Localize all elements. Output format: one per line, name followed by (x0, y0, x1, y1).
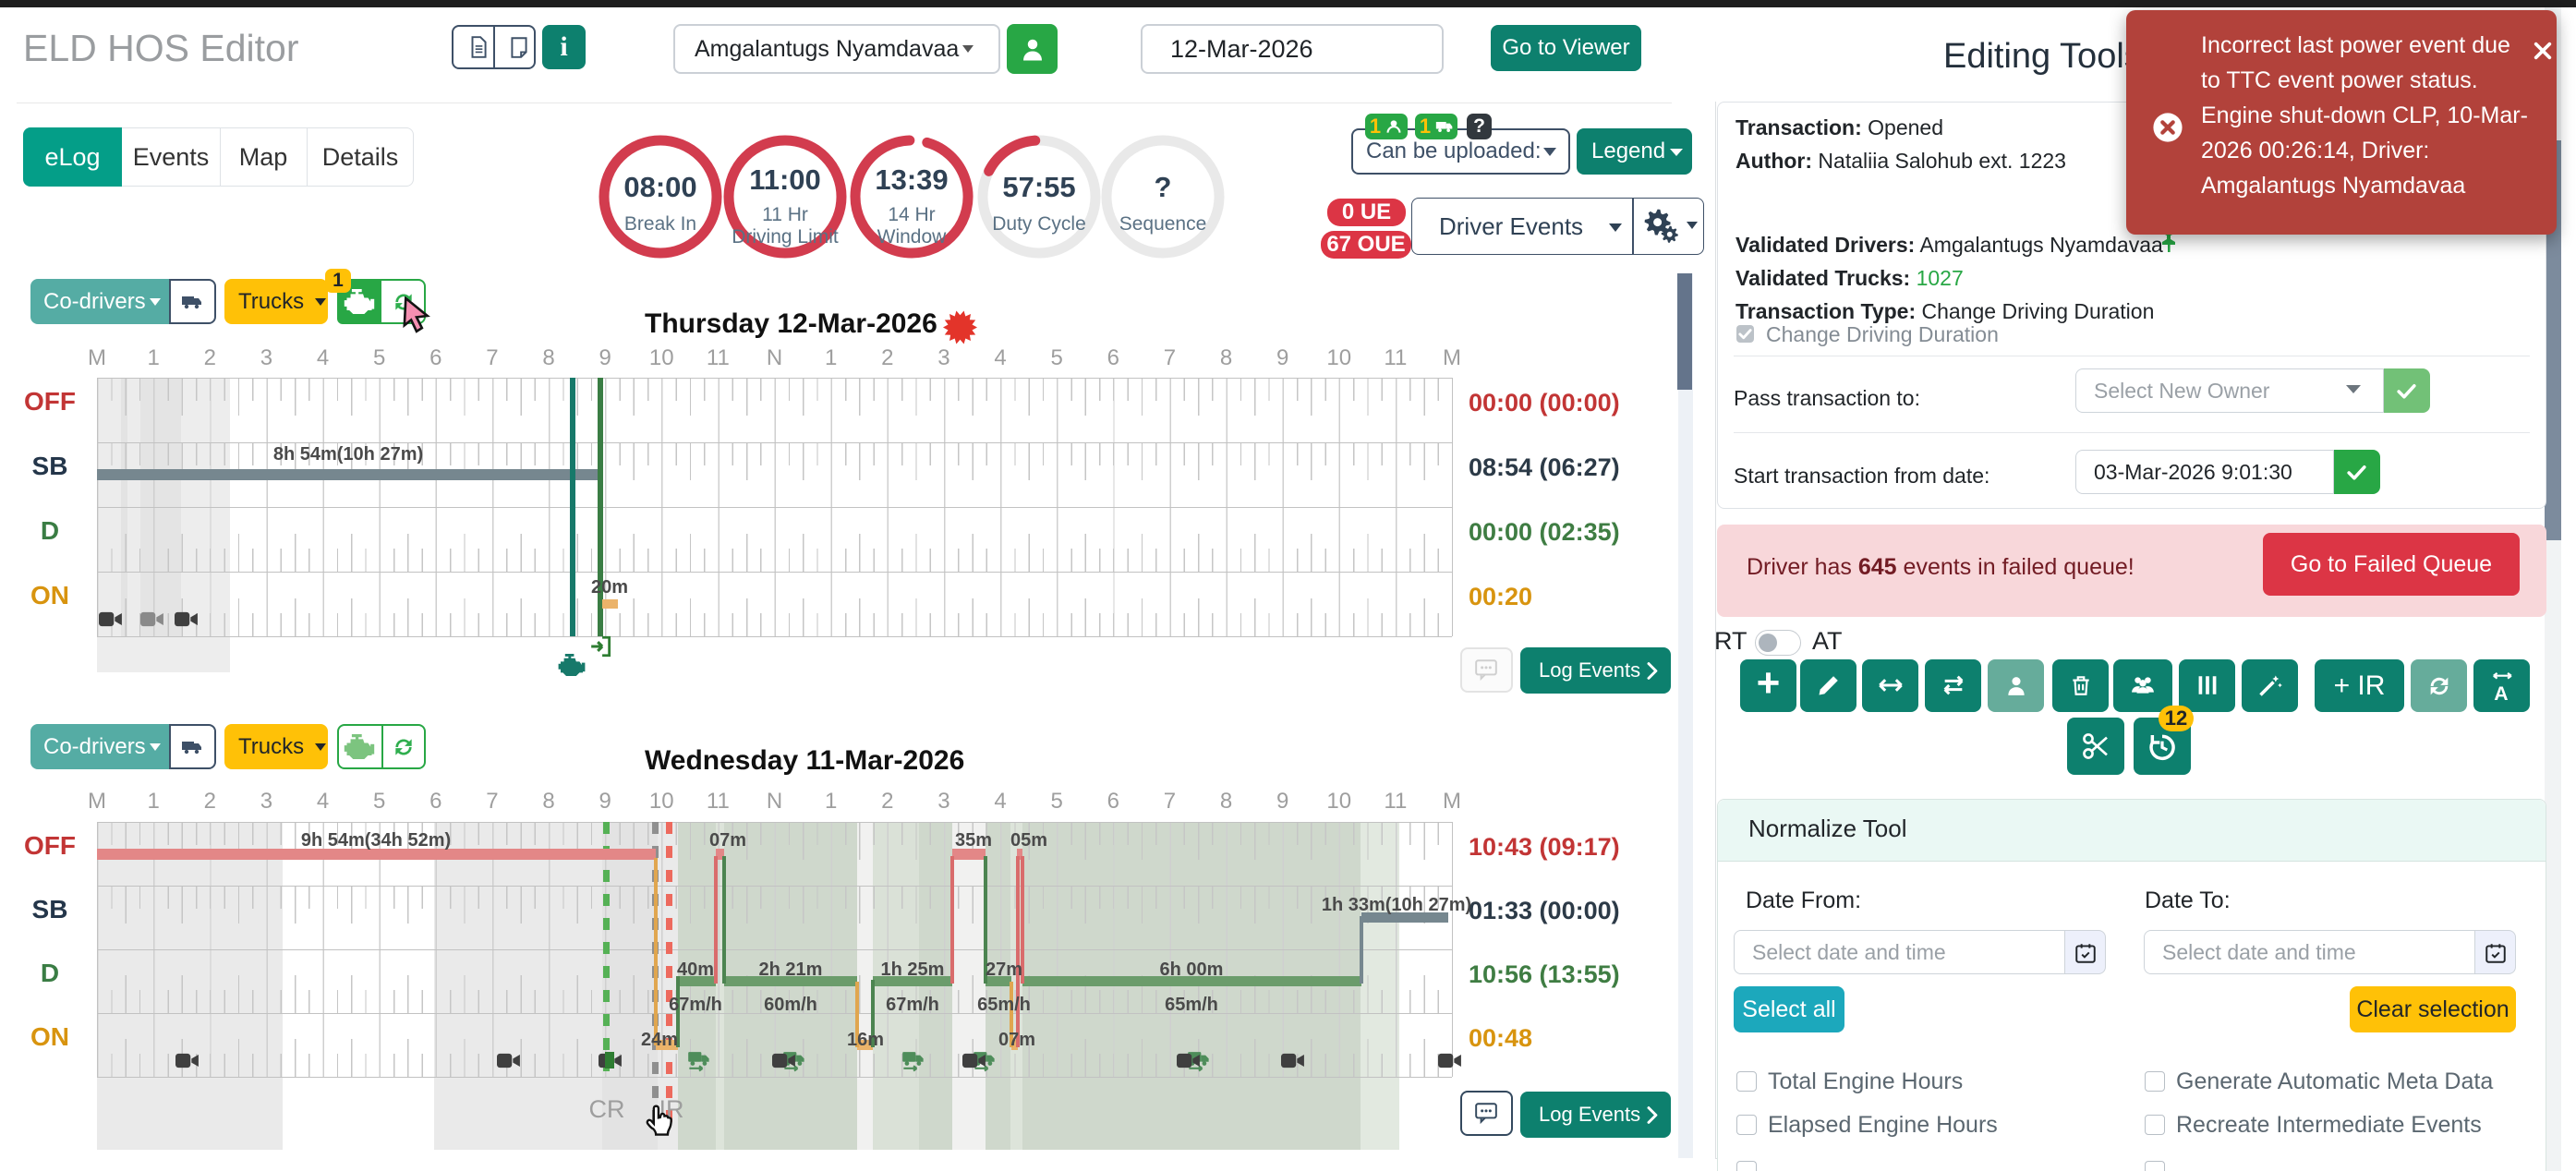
svg-text:A: A (2494, 682, 2508, 702)
